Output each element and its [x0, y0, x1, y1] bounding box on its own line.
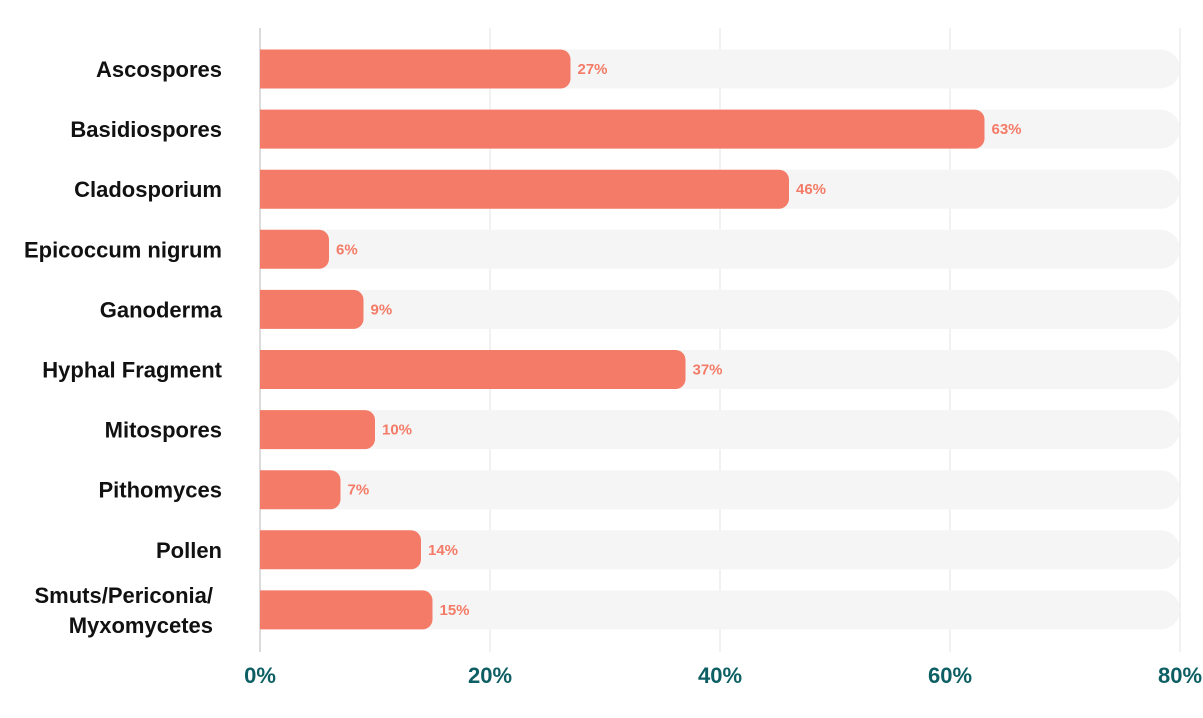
bar — [260, 470, 341, 510]
value-label: 15% — [440, 602, 470, 619]
value-label: 7% — [348, 482, 370, 499]
category-label-line: Hyphal Fragment — [42, 358, 222, 383]
category-label-line: Pollen — [156, 538, 222, 563]
bar-track — [260, 470, 1180, 510]
category-label-line: Ganoderma — [100, 297, 223, 322]
value-label: 10% — [382, 422, 412, 439]
bar — [260, 530, 421, 570]
bar-track — [260, 289, 1180, 329]
category-label-line: Basidiospores — [70, 117, 222, 142]
category-label-line: Mitospores — [105, 418, 222, 443]
x-tick-label: 20% — [468, 663, 512, 688]
category-label: Pithomyces — [99, 478, 223, 503]
x-axis-tick-labels: 0% 20% 40% 60% 80% — [244, 663, 1202, 688]
category-label: Mitospores — [105, 418, 222, 443]
bar — [260, 109, 985, 149]
category-label-line: Epicoccum nigrum — [24, 237, 222, 262]
x-tick-label: 80% — [1158, 663, 1202, 688]
category-label: Ganoderma — [100, 297, 223, 322]
category-labels: Ascospores Basidiospores Cladosporium Epico… — [24, 57, 223, 638]
value-label: 9% — [371, 301, 393, 318]
x-tick-label: 40% — [698, 663, 742, 688]
bar-track — [260, 410, 1180, 450]
bars — [260, 49, 985, 630]
value-label: 6% — [336, 241, 358, 258]
bar — [260, 289, 364, 329]
bar-track — [260, 530, 1180, 570]
bar-track — [260, 590, 1180, 630]
value-labels: 27% 63% 46% 6% 9% 37% 10% 7% 14% 15% — [336, 61, 1022, 619]
value-label: 63% — [992, 121, 1022, 138]
bar — [260, 590, 433, 630]
value-label: 14% — [428, 542, 458, 559]
bar — [260, 49, 571, 89]
category-label: Hyphal Fragment — [42, 358, 222, 383]
category-label-line: Myxomycetes — [69, 613, 213, 638]
x-tick-label: 0% — [244, 663, 276, 688]
category-label: Epicoccum nigrum — [24, 237, 222, 262]
x-tick-label: 60% — [928, 663, 972, 688]
value-label: 27% — [578, 61, 608, 78]
category-label: Pollen — [156, 538, 222, 563]
category-label: Cladosporium — [74, 177, 222, 202]
category-label: Smuts/Periconia/Myxomycetes — [34, 583, 213, 638]
value-label: 46% — [796, 181, 826, 198]
category-label: Basidiospores — [70, 117, 222, 142]
bar — [260, 229, 329, 269]
bar — [260, 350, 686, 389]
bar — [260, 410, 375, 450]
category-label-line: Cladosporium — [74, 177, 222, 202]
bar-track — [260, 229, 1180, 269]
category-label: Ascospores — [96, 57, 222, 82]
bar — [260, 169, 789, 209]
category-label-line: Ascospores — [96, 57, 222, 82]
category-label-line: Pithomyces — [99, 478, 223, 503]
category-label-line: Smuts/Periconia/ — [34, 583, 213, 608]
value-label: 37% — [693, 362, 723, 379]
